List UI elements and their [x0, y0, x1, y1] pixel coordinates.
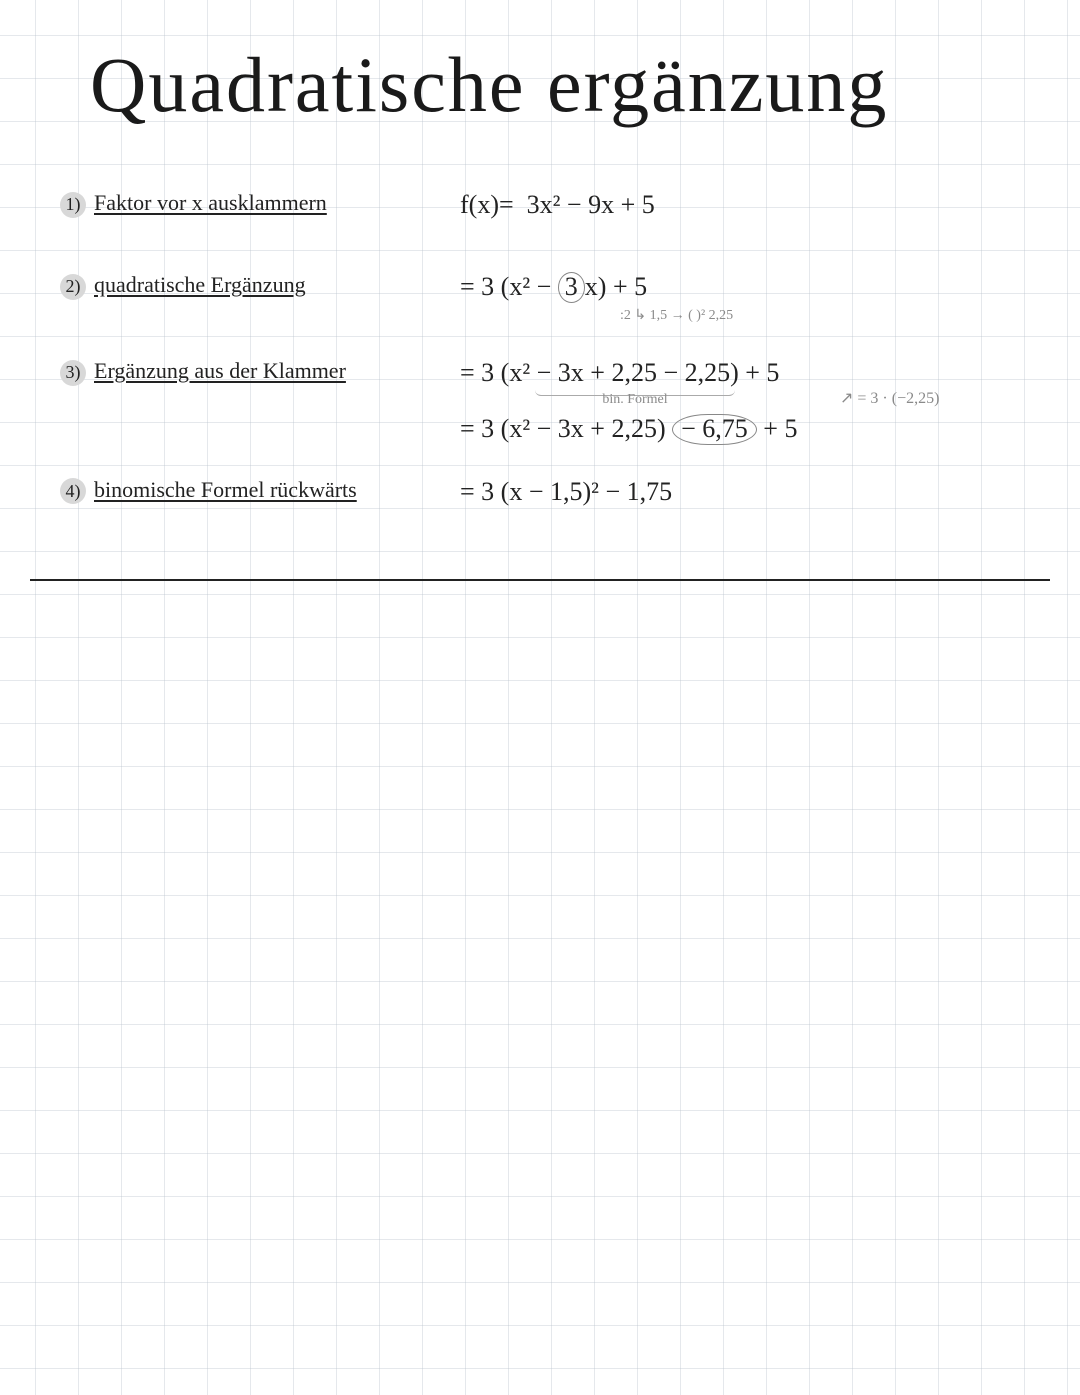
step-row-2: 2) quadratische Ergänzung = 3 (x² − 3x) … [60, 272, 1030, 344]
step-label: Faktor vor x ausklammern [94, 190, 327, 216]
page-title: Quadratische ergänzung [90, 40, 1030, 130]
math-seg: = 3 (x² − [460, 272, 558, 301]
math-col-1: f(x)= 3x² − 9x + 5 [460, 190, 1030, 224]
page-content: Quadratische ergänzung 1) Faktor vor x a… [0, 0, 1080, 1395]
math-line-3: = 3 (x² − 3x + 2,25 − 2,25) + 5 [460, 358, 1030, 388]
step-badge: 4) [60, 478, 86, 504]
step-row-3: 3) Ergänzung aus der Klammer = 3 (x² − 3… [60, 358, 1030, 449]
brace-label: bin. Formel [535, 392, 735, 408]
math-seg: + 5 [757, 414, 798, 443]
math-line-2: = 3 (x² − 3x) + 5 [460, 272, 1030, 303]
math-line-1: f(x)= 3x² − 9x + 5 [460, 190, 1030, 220]
step-3: 3) Ergänzung aus der Klammer [60, 358, 430, 386]
math-lhs: f(x)= [460, 190, 514, 219]
step-badge: 2) [60, 274, 86, 300]
annotation-right: ↗ = 3 · (−2,25) [840, 388, 939, 408]
step-label: Ergänzung aus der Klammer [94, 358, 346, 384]
step-label: quadratische Ergänzung [94, 272, 306, 298]
step-label: binomische Formel rückwärts [94, 477, 357, 503]
step-badge: 3) [60, 360, 86, 386]
math-seg: = 3 (x² − 3x + 2,25) [460, 414, 672, 443]
section-divider [30, 579, 1050, 581]
math-col-3: = 3 (x² − 3x + 2,25 − 2,25) + 5 bin. For… [460, 358, 1030, 449]
math-line-5: = 3 (x − 1,5)² − 1,75 [460, 477, 1030, 507]
step-badge: 1) [60, 192, 86, 218]
step-row-4: 4) binomische Formel rückwärts = 3 (x − … [60, 477, 1030, 549]
math-seg: x) + 5 [585, 272, 647, 301]
math-sub-annotation: :2 ↳ 1,5 → ( )² 2,25 [460, 307, 1030, 324]
oval-value: − 6,75 [672, 414, 757, 445]
step-row-1: 1) Faktor vor x ausklammern f(x)= 3x² − … [60, 190, 1030, 262]
math-col-4: = 3 (x − 1,5)² − 1,75 [460, 477, 1030, 511]
math-rhs: 3x² − 9x + 5 [527, 190, 655, 219]
step-2: 2) quadratische Ergänzung [60, 272, 430, 300]
annotation-text: = 3 · (−2,25) [857, 390, 939, 407]
math-line-4: = 3 (x² − 3x + 2,25) − 6,75 + 5 [460, 414, 1030, 445]
math-col-2: = 3 (x² − 3x) + 5 :2 ↳ 1,5 → ( )² 2,25 [460, 272, 1030, 324]
circled-coef: 3 [558, 272, 585, 303]
step-4: 4) binomische Formel rückwärts [60, 477, 430, 505]
step-1: 1) Faktor vor x ausklammern [60, 190, 430, 218]
